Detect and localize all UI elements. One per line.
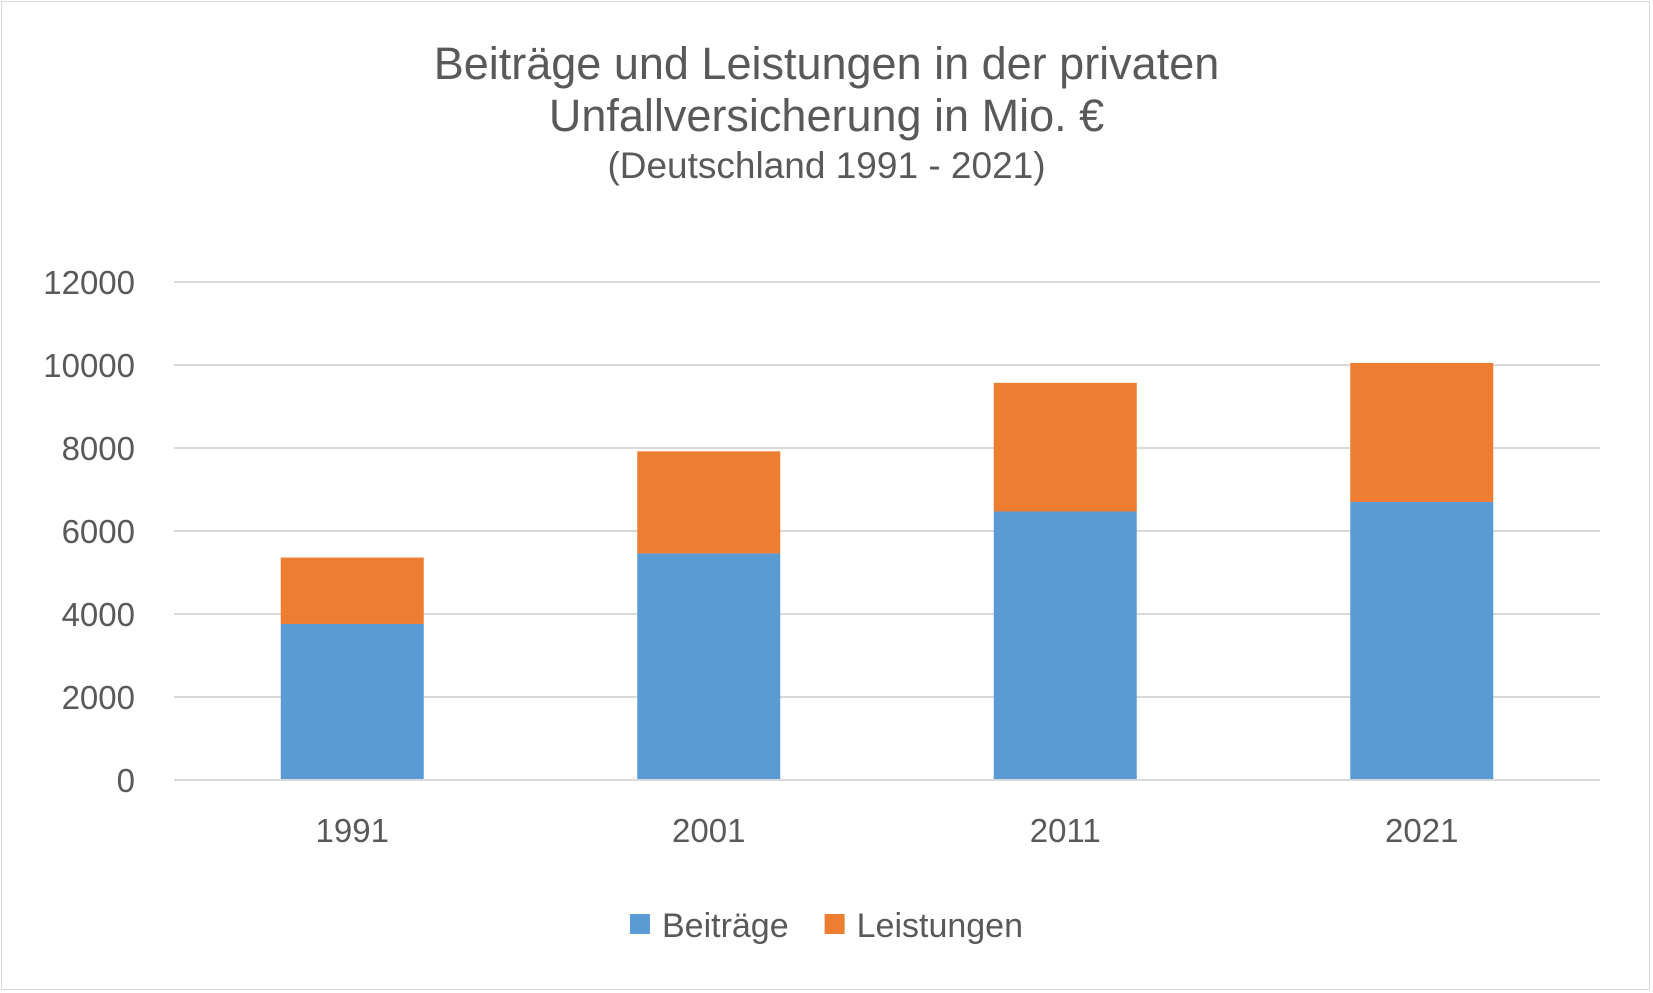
x-tick-label: 2001 [672, 812, 745, 849]
bar-leistungen-2021 [1350, 362, 1494, 502]
x-axis-ticks: 1991 2001 2011 2021 [316, 812, 1459, 849]
y-axis-ticks: 0 2000 4000 6000 8000 10000 12000 [43, 264, 135, 799]
y-tick-label: 0 [117, 762, 135, 799]
legend-label: Beiträge [662, 907, 789, 945]
legend-swatch [629, 914, 650, 934]
bar-beitraege-2011 [993, 511, 1137, 780]
legend-item: Leistungen [824, 907, 1023, 945]
legend-swatch [824, 914, 845, 934]
chart-title-line-2: Unfallversicherung in Mio. € [548, 90, 1105, 141]
y-tick-label: 10000 [43, 347, 135, 384]
y-tick-label: 6000 [62, 513, 135, 550]
bar-beitraege-2021 [1350, 501, 1494, 780]
legend: Beiträge Leistungen [629, 907, 1023, 945]
chart-title-block: Beiträge und Leistungen in der privaten … [0, 38, 1653, 190]
chart-subtitle: (Deutschland 1991 - 2021) [607, 145, 1046, 186]
bar-leistungen-2001 [637, 451, 781, 554]
y-tick-label: 12000 [43, 264, 135, 301]
x-tick-label: 1991 [316, 812, 389, 849]
bars [280, 362, 1494, 780]
bar-leistungen-1991 [280, 557, 424, 624]
chart-title-line-1: Beiträge und Leistungen in der privaten [433, 38, 1220, 89]
legend-label: Leistungen [857, 907, 1023, 945]
y-tick-label: 8000 [62, 430, 135, 467]
x-tick-label: 2011 [1030, 812, 1101, 849]
y-tick-label: 4000 [62, 596, 135, 633]
bar-beitraege-2001 [637, 553, 781, 780]
bar-beitraege-1991 [280, 623, 424, 780]
x-tick-label: 2021 [1385, 812, 1458, 849]
legend-item: Beiträge [629, 907, 789, 945]
bar-leistungen-2011 [993, 382, 1137, 512]
y-tick-label: 2000 [62, 679, 135, 716]
